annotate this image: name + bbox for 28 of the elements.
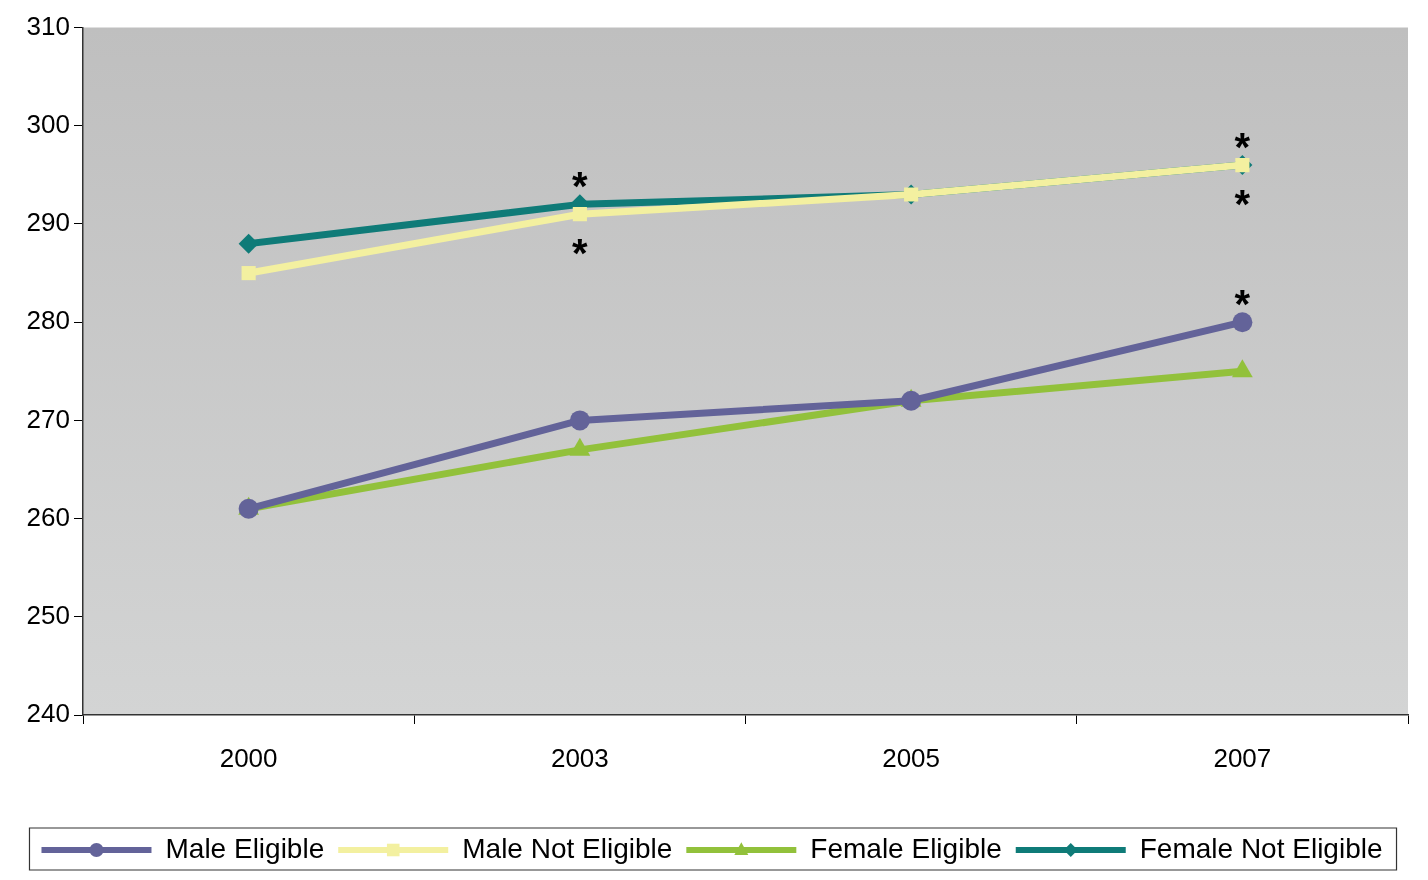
annotation: *: [1234, 125, 1251, 170]
point: [901, 390, 922, 411]
annotation: *: [572, 231, 589, 276]
legend-label: Female Eligible: [810, 832, 1002, 864]
y-tick-label: 260: [26, 501, 70, 532]
annotation: *: [572, 164, 589, 209]
legend-label: Male Not Eligible: [462, 832, 673, 864]
point: [238, 498, 259, 519]
y-tick-label: 270: [26, 403, 70, 434]
y-tick-label: 240: [26, 698, 70, 729]
point: [241, 266, 256, 281]
y-tick-label: 300: [26, 108, 70, 139]
legend-label: Female Not Eligible: [1139, 832, 1383, 864]
x-tick-label: 2003: [550, 742, 609, 773]
annotation: *: [1234, 182, 1251, 227]
x-tick-label: 2007: [1213, 742, 1272, 773]
point: [1232, 312, 1253, 333]
annotation: *: [1234, 282, 1251, 327]
x-tick-label: 2000: [219, 742, 278, 773]
y-tick-label: 280: [26, 305, 70, 336]
legend-label: Male Eligible: [165, 832, 325, 864]
y-tick-label: 250: [26, 599, 70, 630]
y-tick-label: 310: [26, 10, 70, 41]
x-tick-label: 2005: [882, 742, 941, 773]
y-tick-label: 290: [26, 207, 70, 238]
point: [572, 207, 587, 222]
point: [238, 233, 259, 254]
point: [569, 410, 590, 431]
